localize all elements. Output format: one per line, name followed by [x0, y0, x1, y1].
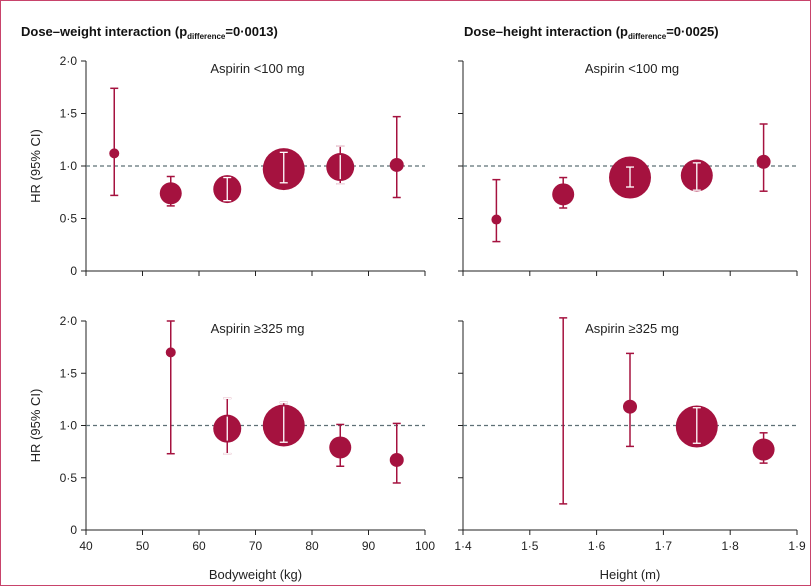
y-tick-label: 0·5 [60, 212, 78, 226]
x-tick-label: 80 [305, 539, 319, 553]
hr-point [752, 438, 775, 461]
dose-annotation: Aspirin ≥325 mg [211, 321, 305, 336]
hr-point [756, 154, 771, 169]
title-subscript: difference [627, 32, 667, 41]
x-tick-label: 1·4 [454, 539, 472, 553]
x-tick-label: 1·7 [655, 539, 673, 553]
x-tick-label: 70 [249, 539, 263, 553]
title-main-text: Dose–height interaction (p [464, 24, 628, 39]
x-tick-label: 40 [79, 539, 93, 553]
y-tick-label: 0 [70, 523, 77, 537]
x-tick-label: 1·6 [588, 539, 606, 553]
y-tick-label: 2·0 [60, 314, 78, 328]
hr-point [159, 182, 182, 205]
dose-annotation: Aspirin <100 mg [210, 61, 304, 76]
title-subscript: difference [187, 32, 226, 41]
y-tick-label: 1·5 [60, 107, 78, 121]
hr-point [165, 347, 176, 358]
title-end-text: =0·0013) [225, 24, 278, 39]
x-axis-label: Bodyweight (kg) [209, 567, 302, 582]
x-tick-label: 90 [362, 539, 376, 553]
hr-point [389, 157, 404, 172]
hr-point [109, 148, 120, 159]
y-tick-label: 1·0 [60, 419, 78, 433]
x-tick-label: 1·5 [521, 539, 539, 553]
hr-point [329, 436, 352, 459]
y-tick-label: 0 [70, 264, 77, 278]
hr-point [623, 399, 637, 414]
y-axis-label: HR (95% CI) [28, 389, 43, 463]
dose-annotation: Aspirin ≥325 mg [585, 321, 679, 336]
y-tick-label: 2·0 [60, 54, 78, 68]
hr-point [491, 214, 502, 225]
title-end-text: =0·0025) [666, 24, 719, 39]
x-axis-label: Height (m) [600, 567, 661, 582]
panel-title-dose-weight: Dose–weight interaction (pdifference=0·0… [21, 24, 278, 41]
hr-point [389, 452, 404, 467]
title-main-text: Dose–weight interaction (p [21, 24, 188, 39]
x-tick-label: 1·9 [788, 539, 806, 553]
x-tick-label: 60 [192, 539, 206, 553]
y-axis-label: HR (95% CI) [28, 129, 43, 203]
y-tick-label: 0·5 [60, 471, 78, 485]
x-tick-label: 50 [136, 539, 150, 553]
hr-point [552, 183, 575, 206]
x-tick-label: 1·8 [722, 539, 740, 553]
y-tick-label: 1·0 [60, 159, 78, 173]
y-tick-label: 1·5 [60, 366, 78, 380]
panel-title-dose-height: Dose–height interaction (pdifference=0·0… [464, 24, 719, 41]
x-tick-label: 100 [415, 539, 435, 553]
dose-annotation: Aspirin <100 mg [585, 61, 679, 76]
